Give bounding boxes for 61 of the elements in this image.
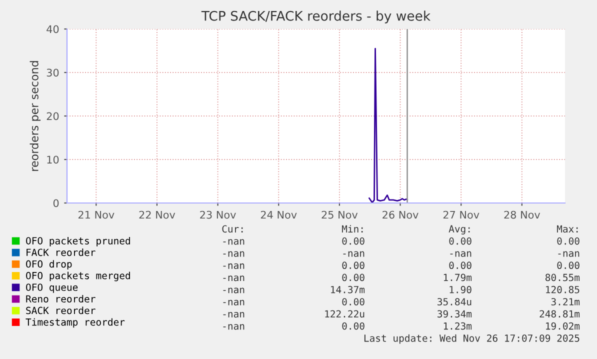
legend-label: FACK reorder (26, 248, 96, 256)
x-tick-label: 21 Nov (78, 210, 114, 219)
text: -nan (223, 239, 244, 245)
x-tick-label: 23 Nov (200, 210, 236, 219)
text: -nan (450, 251, 472, 257)
x-tick-label: 25 Nov (322, 210, 358, 219)
x-tick-label: 24 Nov (260, 210, 297, 219)
legend-label: Reno reorder (26, 295, 96, 303)
x-tick-label: 26 Nov (382, 210, 418, 219)
text: 0.00 (342, 262, 364, 270)
text: 0.00 (342, 237, 364, 245)
y-tick-label: 20 (46, 112, 59, 120)
text: 0.00 (557, 262, 580, 270)
text: 122.22u (325, 310, 364, 318)
text: 0.00 (449, 262, 472, 270)
text: 0.00 (342, 298, 364, 306)
chart-title: TCP SACK/FACK reorders - by week (201, 10, 431, 24)
text: 1.90 (450, 286, 472, 294)
legend-label: Timestamp reorder (26, 318, 125, 328)
text: 39.34m (438, 310, 472, 318)
legend-label: OFO packets merged (26, 272, 130, 282)
text: -nan (558, 251, 580, 257)
y-axis-title: reorders per second (30, 61, 41, 171)
text: 80.55m (546, 274, 580, 282)
text: -nan (223, 288, 244, 294)
x-tick-label: 28 Nov (504, 210, 540, 219)
text: Cur: (222, 225, 243, 233)
text: -nan (223, 263, 244, 270)
x-tick-label: 27 Nov (443, 210, 480, 219)
text: 3.21m (551, 298, 580, 306)
text: 1.79m (444, 274, 472, 282)
text: -nan (223, 324, 244, 330)
text: 0.00 (557, 237, 580, 245)
legend-label: OFO packets pruned (26, 236, 130, 246)
text: 0.00 (449, 237, 472, 245)
text: 0.00 (342, 274, 364, 282)
line-series (368, 48, 408, 203)
text: Min: (342, 225, 363, 232)
text: -nan (223, 312, 244, 318)
text: -nan (343, 251, 364, 257)
y-tick-label: 30 (46, 68, 59, 77)
text: Avg: (448, 225, 470, 234)
text: -nan (223, 251, 244, 257)
text: 0.00 (342, 322, 364, 330)
text: 120.85 (546, 286, 580, 294)
text: 1.23m (444, 322, 472, 330)
text: 19.02m (546, 322, 580, 330)
legend-label: SACK reorder (26, 306, 96, 314)
legend-label: OFO drop (26, 260, 72, 270)
y-tick-label: 10 (47, 156, 59, 164)
text: -nan (223, 300, 244, 306)
text: Max: (556, 225, 578, 233)
text: 35.84u (438, 298, 472, 306)
y-tick-label: 0 (53, 199, 59, 208)
y-tick-label: 40 (46, 25, 59, 34)
text: 14.37m (331, 286, 365, 294)
legend-label: OFO queue (26, 284, 78, 293)
text: Last update: Wed Nov 26 17:07:09 2025 (364, 334, 580, 344)
x-tick-label: 22 Nov (139, 210, 176, 219)
text: -nan (223, 276, 244, 282)
text: 248.81m (540, 310, 580, 318)
